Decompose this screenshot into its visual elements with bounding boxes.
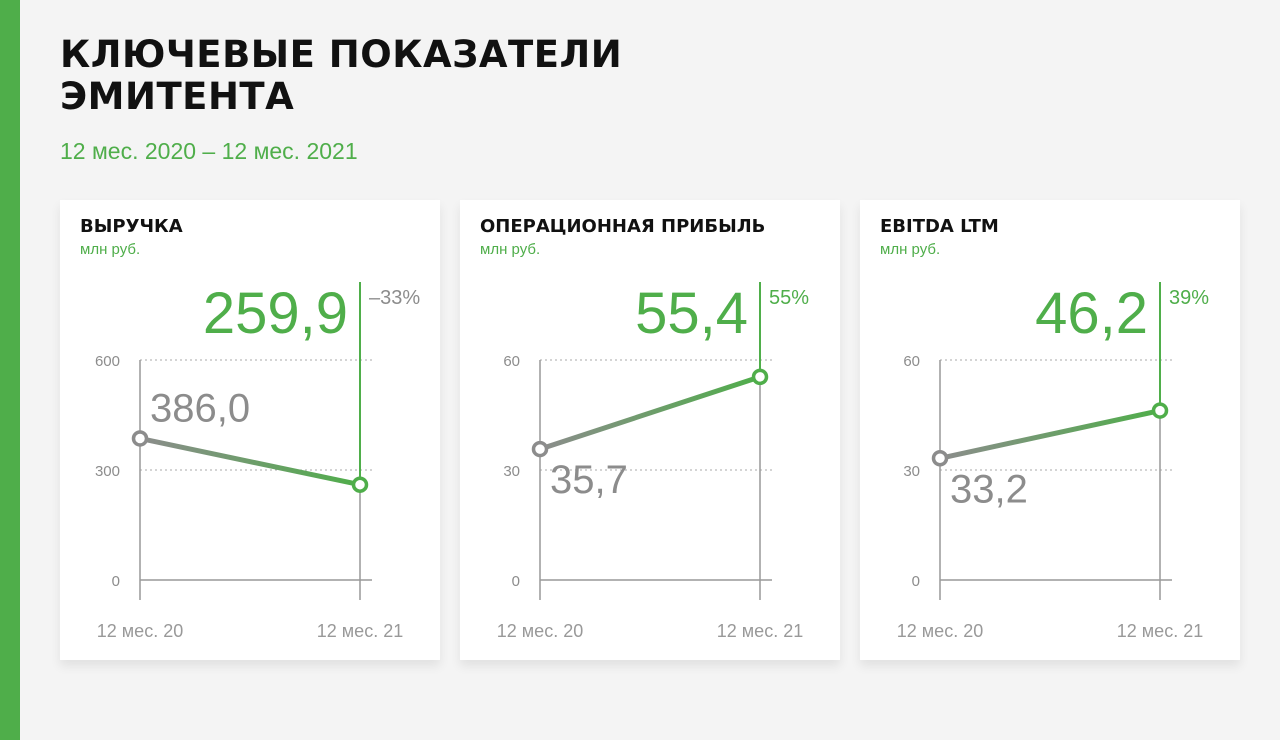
chart-card-operating-profit: ОПЕРАЦИОННАЯ ПРИБЫЛЬ млн руб. 0 30 60 12 ме… [460, 200, 840, 660]
y-tick-label: 0 [112, 573, 120, 590]
data-point [351, 476, 369, 493]
x-tick-label: 12 мес. 21 [1117, 621, 1203, 641]
y-tick-label: 60 [903, 353, 920, 370]
y-tick-label: 300 [95, 463, 120, 480]
chart-title: ОПЕРАЦИОННАЯ ПРИБЫЛЬ [480, 216, 766, 237]
data-point [751, 368, 769, 386]
chart-revenue: 0 300 600 12 мес. 20 12 мес. 21 386,0 259,9 –33… [95, 281, 420, 641]
y-tick-label: 0 [912, 573, 920, 590]
chart-operating-profit: 0 30 60 12 мес. 20 12 мес. 21 35,7 55,4 55% [497, 281, 809, 641]
page-title: КЛЮЧЕВЫЕ ПОКАЗАТЕЛИ ЭМИТЕНТА [60, 34, 760, 118]
data-label: 386,0 [150, 386, 250, 430]
series-line [137, 435, 363, 488]
data-point [1151, 402, 1169, 419]
page-title-line-2: ЭМИТЕНТА [60, 75, 295, 118]
change-label: 55% [769, 287, 809, 309]
chart-card-ebitda: EBITDA LTM млн руб. 0 30 60 12 мес. 20 12 ме… [860, 200, 1240, 660]
chart-title: ВЫРУЧКА [80, 216, 183, 237]
data-point [131, 430, 149, 447]
accent-stripe [0, 0, 20, 740]
y-tick-label: 30 [903, 463, 920, 480]
y-tick-label: 60 [503, 353, 520, 370]
x-tick-label: 12 мес. 20 [97, 621, 183, 641]
period-subtitle: 12 мес. 2020 – 12 мес. 2021 [60, 138, 358, 164]
data-label: 35,7 [550, 458, 628, 502]
y-tick-label: 600 [95, 353, 120, 370]
chart-unit: млн руб. [80, 241, 141, 258]
data-label: 55,4 [635, 281, 748, 346]
chart-card-revenue: ВЫРУЧКА млн руб. 0 300 600 12 мес. 20 12 мес… [60, 200, 440, 660]
page-title-line-1: КЛЮЧЕВЫЕ ПОКАЗАТЕЛИ [60, 33, 623, 76]
x-tick-label: 12 мес. 21 [317, 621, 403, 641]
data-label: 259,9 [203, 281, 348, 346]
x-tick-label: 12 мес. 20 [897, 621, 983, 641]
data-point [931, 450, 949, 467]
x-tick-label: 12 мес. 20 [497, 621, 583, 641]
data-label: 46,2 [1035, 281, 1148, 346]
chart-title: EBITDA LTM [880, 216, 999, 237]
chart-ebitda: 0 30 60 12 мес. 20 12 мес. 21 33,2 46,2 39% [897, 281, 1209, 641]
chart-unit: млн руб. [880, 241, 941, 258]
data-point [531, 440, 549, 458]
series-line [937, 408, 1163, 461]
x-tick-label: 12 мес. 21 [717, 621, 803, 641]
change-label: –33% [369, 287, 420, 309]
data-label: 33,2 [950, 467, 1028, 511]
change-label: 39% [1169, 287, 1209, 309]
chart-unit: млн руб. [480, 241, 541, 258]
y-tick-label: 30 [503, 463, 520, 480]
series-line [537, 374, 763, 452]
y-tick-label: 0 [512, 573, 520, 590]
